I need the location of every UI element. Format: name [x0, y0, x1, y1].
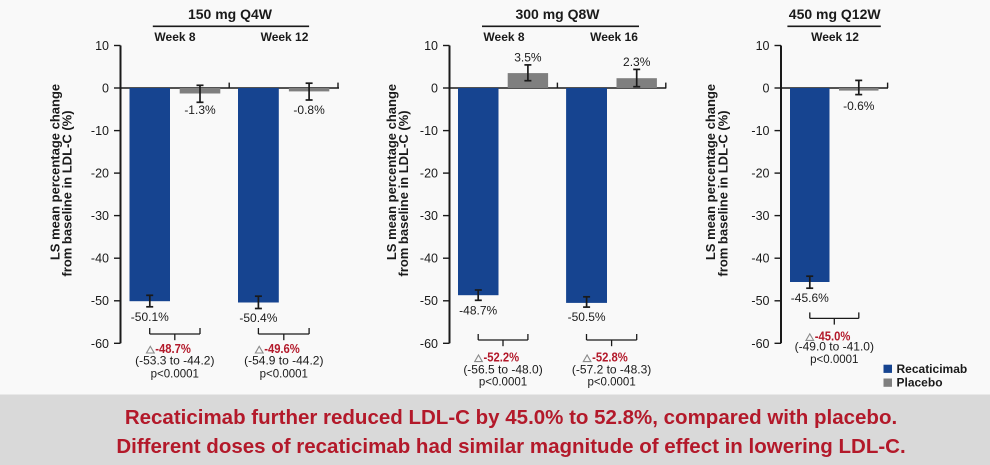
svg-text:Recaticimab further reduced LD: Recaticimab further reduced LDL-C by 45.… — [125, 406, 897, 429]
svg-text:from baseline in LDL-C (%): from baseline in LDL-C (%) — [396, 110, 411, 276]
svg-text:-48.7%: -48.7% — [459, 304, 497, 318]
svg-text:(-54.9 to -44.2): (-54.9 to -44.2) — [244, 354, 323, 368]
svg-text:2.3%: 2.3% — [623, 55, 651, 69]
svg-text:-30: -30 — [91, 209, 109, 223]
svg-text:Week 16: Week 16 — [590, 30, 638, 44]
svg-text:p<0.0001: p<0.0001 — [810, 354, 858, 366]
svg-text:-50: -50 — [91, 294, 109, 308]
svg-text:-60: -60 — [751, 337, 769, 351]
svg-text:-49.6%: -49.6% — [264, 341, 300, 356]
svg-text:-50.4%: -50.4% — [239, 311, 277, 325]
svg-text:-45.6%: -45.6% — [791, 291, 829, 305]
svg-text:-50: -50 — [751, 294, 769, 308]
svg-text:450 mg Q12W: 450 mg Q12W — [789, 6, 882, 22]
svg-text:-0.8%: -0.8% — [293, 103, 325, 117]
svg-text:-60: -60 — [91, 337, 109, 351]
svg-text:p<0.0001: p<0.0001 — [151, 369, 199, 381]
svg-text:-10: -10 — [91, 124, 109, 138]
svg-text:Placebo: Placebo — [897, 375, 943, 389]
svg-text:-20: -20 — [420, 167, 438, 181]
svg-text:-50: -50 — [420, 294, 438, 308]
svg-text:10: 10 — [95, 39, 109, 53]
svg-text:Different doses of recaticimab: Different doses of recaticimab had simil… — [116, 435, 905, 458]
svg-text:(-57.2 to -48.3): (-57.2 to -48.3) — [572, 362, 651, 376]
svg-text:-40: -40 — [420, 252, 438, 266]
svg-text:-40: -40 — [751, 252, 769, 266]
svg-text:0: 0 — [102, 82, 109, 96]
svg-text:(-53.3 to -44.2): (-53.3 to -44.2) — [135, 354, 214, 368]
svg-text:LS mean percentage change: LS mean percentage change — [48, 84, 63, 260]
svg-text:-48.7%: -48.7% — [155, 341, 191, 356]
svg-text:Week 8: Week 8 — [154, 30, 195, 44]
svg-text:-30: -30 — [420, 209, 438, 223]
svg-text:LS mean percentage change: LS mean percentage change — [703, 84, 718, 260]
svg-text:0: 0 — [431, 82, 438, 96]
svg-text:-1.3%: -1.3% — [184, 103, 216, 117]
svg-text:(-49.0 to -41.0): (-49.0 to -41.0) — [795, 340, 874, 354]
svg-text:-52.2%: -52.2% — [484, 350, 520, 365]
svg-text:p<0.0001: p<0.0001 — [260, 369, 308, 381]
svg-text:150 mg Q4W: 150 mg Q4W — [188, 6, 273, 22]
svg-text:3.5%: 3.5% — [514, 50, 542, 64]
svg-text:0: 0 — [763, 82, 770, 96]
svg-text:10: 10 — [424, 39, 438, 53]
svg-text:10: 10 — [756, 39, 770, 53]
svg-text:Recaticimab: Recaticimab — [897, 362, 968, 376]
svg-text:-45.0%: -45.0% — [815, 329, 851, 344]
svg-text:from baseline in LDL-C (%): from baseline in LDL-C (%) — [59, 110, 74, 276]
svg-text:p<0.0001: p<0.0001 — [479, 376, 527, 388]
svg-text:-60: -60 — [420, 337, 438, 351]
svg-text:-50.1%: -50.1% — [131, 310, 169, 324]
svg-text:-20: -20 — [91, 167, 109, 181]
svg-text:-10: -10 — [751, 124, 769, 138]
svg-text:Week 12: Week 12 — [261, 30, 309, 44]
svg-text:-20: -20 — [751, 167, 769, 181]
svg-text:Week 8: Week 8 — [483, 30, 524, 44]
svg-text:-40: -40 — [91, 252, 109, 266]
svg-text:-10: -10 — [420, 124, 438, 138]
svg-text:300 mg Q8W: 300 mg Q8W — [515, 6, 600, 22]
svg-text:-52.8%: -52.8% — [592, 350, 628, 365]
svg-text:Week 12: Week 12 — [811, 30, 859, 44]
svg-text:p<0.0001: p<0.0001 — [587, 376, 635, 388]
svg-text:from baseline in LDL-C (%): from baseline in LDL-C (%) — [715, 110, 730, 276]
svg-text:(-56.5 to -48.0): (-56.5 to -48.0) — [463, 362, 542, 376]
svg-text:-30: -30 — [751, 209, 769, 223]
svg-text:-50.5%: -50.5% — [568, 310, 606, 324]
svg-text:-0.6%: -0.6% — [843, 99, 875, 113]
svg-text:LS mean percentage change: LS mean percentage change — [384, 84, 399, 260]
